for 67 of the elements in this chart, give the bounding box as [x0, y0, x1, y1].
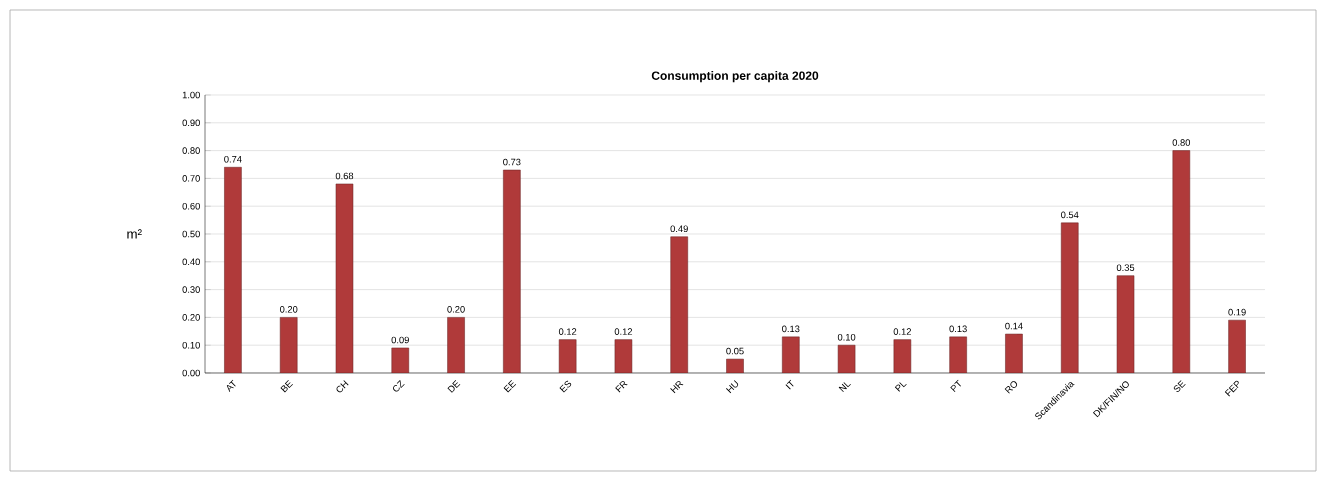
bar: [614, 339, 633, 373]
data-label: 0.74: [224, 155, 242, 163]
data-label: 0.12: [558, 328, 577, 335]
y-axis-title: m²: [127, 229, 142, 239]
y-tick-label: 0.80: [182, 147, 200, 154]
y-tick-label: 0.50: [182, 230, 200, 238]
x-tick-label: NL: [838, 382, 851, 393]
x-tick-label: HR: [670, 380, 684, 394]
bar: [949, 336, 967, 373]
y-tick-label: 0.00: [182, 369, 200, 377]
y-tick-label: 0.40: [182, 258, 200, 266]
data-label: 0.10: [837, 333, 856, 341]
data-label: 0.13: [782, 325, 800, 333]
x-tick-label: RO: [1004, 381, 1018, 394]
y-tick-label: 0.20: [182, 314, 200, 321]
data-label: 0.12: [614, 328, 633, 335]
x-tick-label: ES: [559, 380, 572, 393]
y-tick-label: 0.70: [182, 175, 200, 182]
bar: [1116, 275, 1135, 373]
bar: [447, 317, 465, 373]
y-tick-label: 0.60: [182, 202, 200, 210]
x-tick-label: PL: [894, 382, 907, 392]
bar: [279, 317, 298, 373]
data-label: 0.20: [279, 306, 298, 313]
data-label: 0.14: [1005, 322, 1023, 330]
bar: [726, 358, 744, 373]
data-label: 0.12: [893, 328, 911, 335]
y-tick-label: 0.30: [182, 286, 200, 293]
data-label: 0.13: [949, 325, 967, 333]
x-tick-label: PT: [950, 379, 961, 393]
bar: [558, 339, 577, 373]
data-label: 0.09: [391, 336, 409, 344]
chart-title: Consumption per capita 2020: [651, 71, 819, 83]
x-tick-label: EE: [503, 380, 517, 393]
x-tick-label: FR: [615, 380, 628, 393]
bar: [1060, 222, 1079, 373]
x-tick-label: CZ: [393, 380, 405, 392]
y-tick-label: 1.00: [182, 91, 200, 99]
bar: [503, 169, 521, 373]
bar: [893, 339, 912, 373]
data-label: 0.54: [1061, 211, 1079, 219]
x-tick-label: IT: [785, 379, 794, 390]
bar: [782, 336, 800, 373]
data-label: 0.05: [726, 347, 744, 355]
bar: [391, 347, 410, 373]
y-tick-label: 0.10: [182, 341, 200, 349]
x-tick-label: SE: [1173, 380, 1186, 392]
bar: [335, 183, 354, 373]
data-label: 0.73: [503, 158, 521, 166]
data-label: 0.19: [1228, 308, 1246, 316]
bar: [1005, 333, 1023, 373]
bar: [670, 236, 688, 373]
data-label: 0.80: [1172, 139, 1191, 146]
bar: [224, 167, 242, 373]
x-tick-label: CH: [336, 380, 349, 393]
bar: [837, 344, 856, 373]
bar: [1172, 150, 1191, 373]
x-tick-label: BE: [280, 380, 293, 393]
x-tick-label: HU: [726, 380, 739, 394]
data-label: 0.35: [1116, 264, 1135, 271]
data-label: 0.49: [670, 225, 688, 233]
y-tick-label: 0.90: [182, 119, 200, 127]
x-tick-label: AT: [226, 379, 236, 393]
data-label: 0.20: [447, 306, 465, 313]
data-label: 0.68: [335, 172, 354, 180]
bar: [1228, 319, 1246, 373]
x-tick-label: DE: [447, 380, 461, 393]
